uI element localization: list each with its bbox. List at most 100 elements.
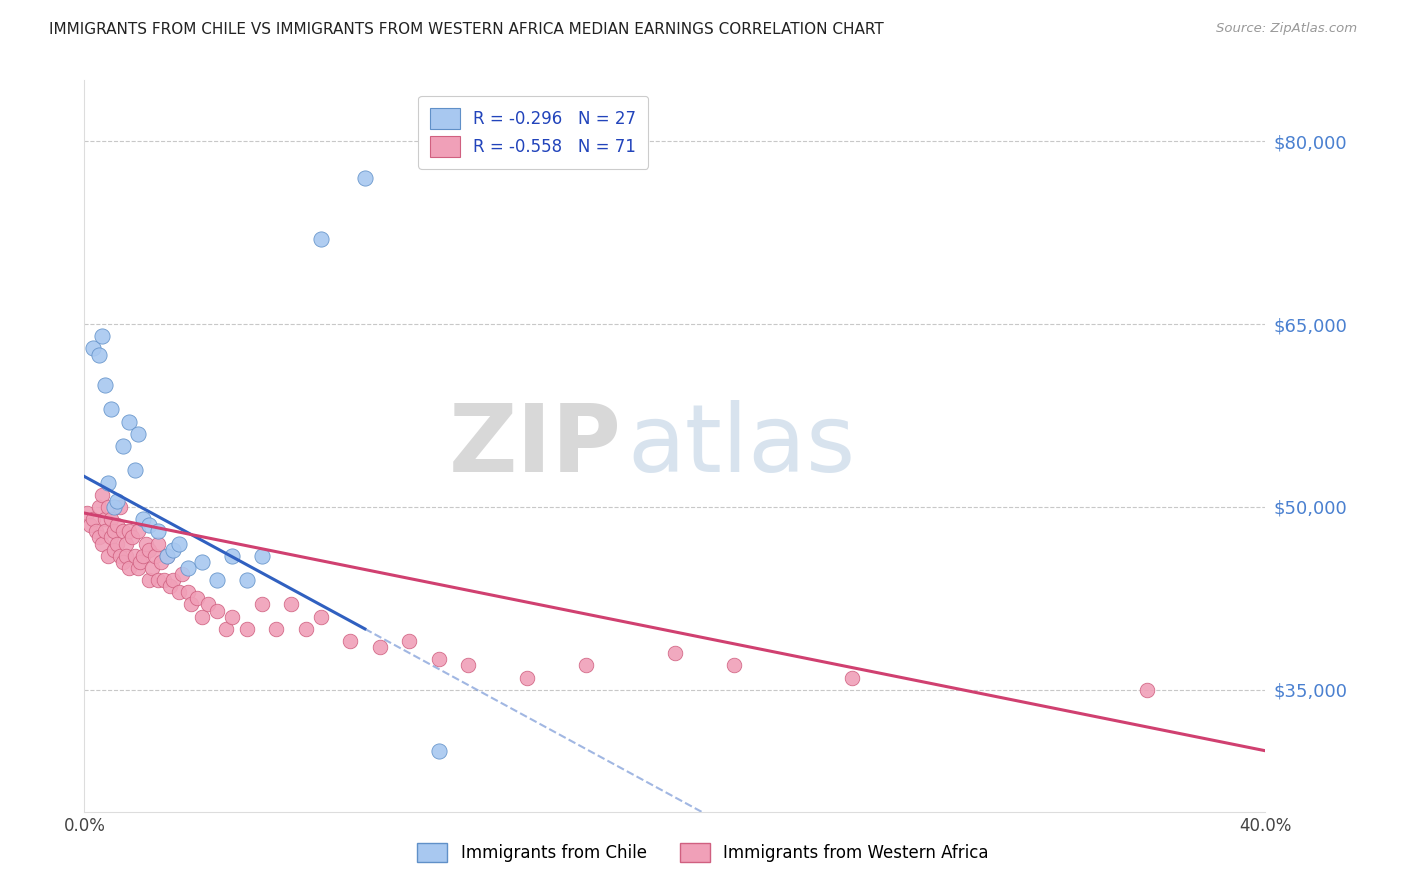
Legend: R = -0.296   N = 27, R = -0.558   N = 71: R = -0.296 N = 27, R = -0.558 N = 71 (419, 96, 648, 169)
Point (105, 518, 128, 533)
Point (236, 622, 259, 636)
Point (97, 475, 120, 490)
Point (516, 671, 538, 685)
Point (280, 598, 302, 612)
Point (138, 542, 160, 557)
Point (111, 555, 134, 569)
Point (132, 549, 155, 563)
Point (177, 585, 200, 599)
Point (105, 494, 128, 508)
Point (250, 549, 273, 563)
Point (295, 622, 318, 636)
Point (186, 591, 208, 606)
Point (664, 646, 686, 660)
Point (91, 488, 114, 502)
Point (94, 512, 117, 526)
Point (162, 542, 184, 557)
Point (368, 640, 391, 655)
Point (191, 555, 214, 569)
Point (354, 170, 377, 185)
Point (250, 598, 273, 612)
Point (309, 609, 332, 624)
Point (215, 622, 238, 636)
Point (82, 342, 104, 356)
Point (427, 744, 450, 758)
Point (575, 658, 598, 673)
Point (156, 549, 179, 563)
Point (207, 603, 229, 617)
Point (87, 500, 111, 514)
Point (103, 524, 125, 539)
Point (266, 622, 288, 636)
Point (723, 658, 745, 673)
Point (148, 573, 170, 587)
Point (103, 500, 125, 514)
Point (150, 555, 173, 569)
Point (127, 561, 149, 575)
Point (79, 518, 101, 533)
Point (207, 573, 229, 587)
Point (118, 415, 141, 429)
Point (221, 609, 243, 624)
Point (309, 232, 332, 246)
Point (127, 426, 149, 441)
Point (1136, 682, 1159, 697)
Point (170, 567, 193, 582)
Point (91, 329, 114, 343)
Point (111, 524, 134, 539)
Point (97, 549, 120, 563)
Point (127, 524, 149, 539)
Point (105, 536, 128, 550)
Point (138, 518, 160, 533)
Point (148, 524, 170, 539)
Point (457, 658, 479, 673)
Point (84, 524, 107, 539)
Point (100, 530, 122, 544)
Point (94, 378, 117, 392)
Point (114, 549, 136, 563)
Point (94, 524, 117, 539)
Text: atlas: atlas (627, 400, 856, 492)
Point (135, 536, 157, 550)
Point (138, 573, 160, 587)
Point (153, 573, 176, 587)
Point (91, 536, 114, 550)
Point (121, 530, 143, 544)
Point (156, 549, 179, 563)
Point (82, 512, 104, 526)
Point (162, 573, 184, 587)
Point (159, 579, 181, 593)
Point (100, 402, 122, 417)
Legend: Immigrants from Chile, Immigrants from Western Africa: Immigrants from Chile, Immigrants from W… (409, 834, 997, 871)
Point (87, 347, 111, 362)
Point (114, 536, 136, 550)
Point (148, 536, 170, 550)
Point (118, 524, 141, 539)
Point (191, 609, 214, 624)
Point (124, 549, 146, 563)
Point (132, 512, 155, 526)
Text: IMMIGRANTS FROM CHILE VS IMMIGRANTS FROM WESTERN AFRICA MEDIAN EARNINGS CORRELAT: IMMIGRANTS FROM CHILE VS IMMIGRANTS FROM… (49, 22, 884, 37)
Point (141, 561, 163, 575)
Text: Source: ZipAtlas.com: Source: ZipAtlas.com (1216, 22, 1357, 36)
Point (236, 573, 259, 587)
Point (76, 506, 98, 520)
Point (427, 652, 450, 666)
Point (167, 536, 190, 550)
Text: ZIP: ZIP (449, 400, 621, 492)
Point (129, 555, 152, 569)
Point (103, 542, 125, 557)
Point (167, 585, 190, 599)
Point (97, 500, 120, 514)
Point (197, 598, 219, 612)
Point (177, 561, 200, 575)
Point (87, 530, 111, 544)
Point (339, 634, 361, 648)
Point (221, 549, 243, 563)
Point (143, 549, 166, 563)
Point (100, 512, 122, 526)
Point (108, 500, 131, 514)
Point (111, 439, 134, 453)
Y-axis label: Median Earnings: Median Earnings (0, 383, 7, 509)
Point (180, 598, 202, 612)
